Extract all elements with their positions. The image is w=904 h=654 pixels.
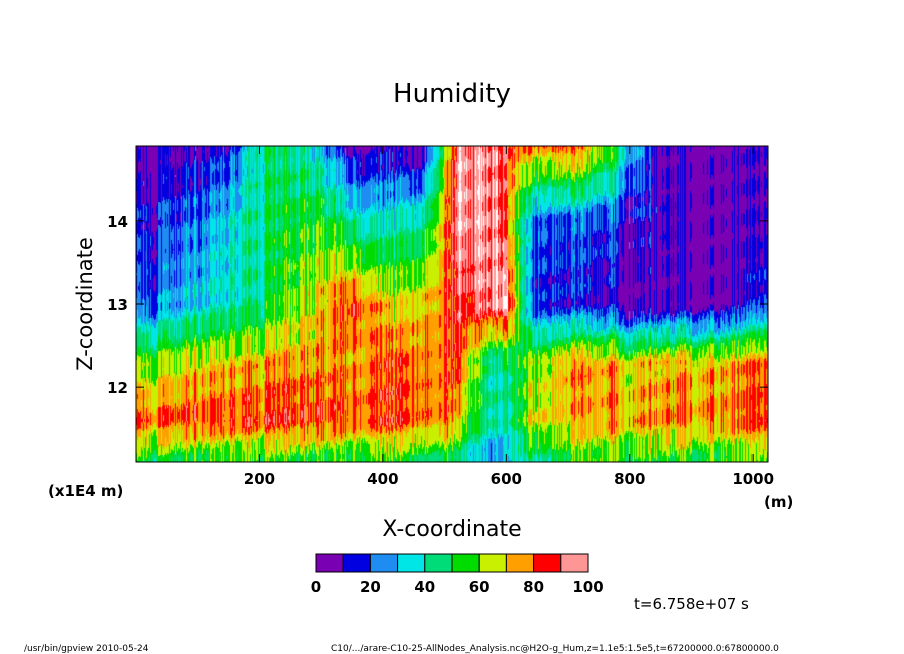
x-tick-label: 600 bbox=[491, 470, 522, 488]
y-tick-label: 13 bbox=[107, 296, 128, 314]
footer-left: /usr/bin/gpview 2010-05-24 bbox=[24, 644, 149, 654]
x-tick-label: 400 bbox=[367, 470, 398, 488]
axes: 200 400 600 800 1000 12 13 14 bbox=[107, 146, 774, 488]
footer-right: C10/.../arare-C10-25-AllNodes_Analysis.n… bbox=[331, 644, 779, 654]
y-tick-label: 12 bbox=[107, 379, 128, 397]
time-label: t=6.758e+07 s bbox=[634, 595, 749, 613]
colorbar-tick-label: 100 bbox=[572, 578, 603, 596]
colorbar-swatch bbox=[505, 553, 535, 573]
y-tick-label: 14 bbox=[107, 213, 128, 231]
colorbar-swatch bbox=[451, 553, 480, 573]
colorbar-swatch bbox=[533, 553, 562, 573]
x-tick-label: 1000 bbox=[732, 470, 774, 488]
colorbar-swatch bbox=[342, 553, 371, 573]
colorbar-swatch bbox=[397, 553, 426, 573]
colorbar-tick-label: 60 bbox=[469, 578, 490, 596]
x-axis-unit: (m) bbox=[764, 493, 793, 511]
heatmap bbox=[136, 146, 768, 462]
colorbar-swatch bbox=[560, 553, 589, 573]
colorbar-tick-label: 40 bbox=[414, 578, 435, 596]
colorbar-tick-label: 80 bbox=[523, 578, 544, 596]
colorbar-swatch bbox=[424, 553, 453, 573]
y-axis-label: Z-coordinate bbox=[73, 237, 97, 371]
colorbar-swatch bbox=[369, 553, 399, 573]
colorbar: 0 20 40 60 80 100 bbox=[311, 553, 604, 596]
colorbar-tick-label: 0 bbox=[311, 578, 321, 596]
colorbar-swatch bbox=[315, 553, 344, 573]
colorbar-tick-label: 20 bbox=[360, 578, 381, 596]
y-axis-unit: (x1E4 m) bbox=[48, 482, 123, 500]
x-tick-label: 200 bbox=[244, 470, 275, 488]
colorbar-swatch bbox=[478, 553, 507, 573]
x-axis-label: X-coordinate bbox=[382, 517, 521, 542]
x-tick-label: 800 bbox=[614, 470, 645, 488]
chart-title: Humidity bbox=[393, 79, 511, 109]
